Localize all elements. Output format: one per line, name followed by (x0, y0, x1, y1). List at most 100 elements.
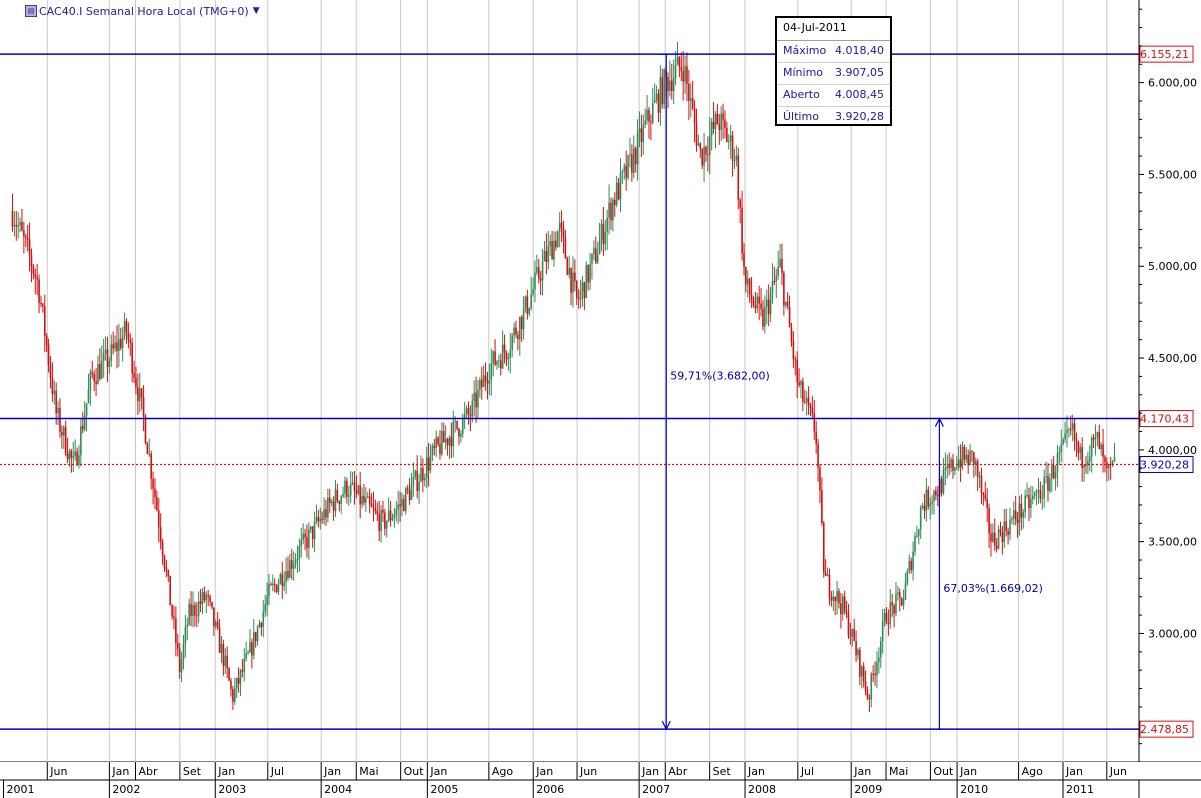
x-month-label: Jan (747, 765, 765, 778)
candle-body (564, 236, 567, 259)
candle-body (197, 601, 200, 616)
candle-body (1083, 465, 1085, 468)
candle-body (1037, 490, 1040, 492)
candle-body (1033, 493, 1036, 496)
candle-body (72, 456, 75, 458)
candle-body (121, 336, 124, 349)
candle-body (359, 485, 361, 505)
candle-body (1092, 437, 1095, 440)
candle-body (351, 482, 354, 484)
candle-body (585, 265, 588, 299)
y-tick-label: 4.000,00 (1148, 444, 1197, 457)
candle-body (859, 649, 861, 677)
candle-body (885, 613, 888, 624)
candle-body (224, 655, 227, 666)
candle-body (21, 222, 23, 231)
candle-body (760, 303, 762, 310)
candle-body (17, 225, 19, 227)
candle-body (220, 644, 223, 653)
candle-body (239, 670, 242, 684)
candle-body (1066, 429, 1068, 434)
candle-body (895, 593, 897, 614)
x-year-label: 2006 (536, 783, 564, 796)
candle-body (87, 389, 90, 404)
data-tooltip-box: 04-Jul-2011 Máximo 4.018,40 Mínimo 3.907… (775, 16, 892, 126)
tooltip-label: Aberto (783, 88, 820, 101)
candle-body (1045, 476, 1047, 478)
candle-body (1020, 503, 1023, 518)
candle-body (524, 296, 527, 309)
candle-body (53, 390, 56, 395)
candle-body (1014, 510, 1017, 520)
candle-body (319, 519, 322, 522)
candle-body (258, 623, 261, 628)
candle-body (469, 414, 472, 417)
tooltip-value: 4.008,45 (835, 88, 884, 101)
candle-body (803, 401, 806, 403)
candle-body (779, 258, 781, 267)
chevron-down-icon[interactable]: ▼ (252, 6, 260, 16)
measurement-label: 59,71%(3.682,00) (670, 370, 770, 383)
candle-body (530, 294, 532, 308)
candle-body (106, 349, 109, 367)
candle-body (724, 119, 726, 128)
candle-body (498, 360, 500, 362)
candle-body (988, 508, 990, 534)
candle-body (883, 613, 886, 621)
candle-body (245, 653, 247, 659)
candle-body (289, 560, 291, 578)
candle-body (68, 451, 71, 460)
candle-body (644, 120, 646, 125)
candle-body (488, 380, 491, 384)
measurement-label: 67,03%(1.669,02) (943, 582, 1043, 595)
candle-body (629, 154, 631, 156)
candle-body (963, 446, 966, 460)
candle-body (575, 281, 578, 299)
candle-body (119, 339, 122, 349)
candle-body (566, 258, 569, 275)
candle-body (615, 182, 618, 206)
candle-body (232, 688, 234, 702)
candle-body (76, 451, 78, 465)
candle-body (327, 497, 329, 518)
candle-body (376, 511, 379, 515)
candle-body (879, 641, 882, 658)
candle-body (710, 121, 713, 136)
candle-body (515, 327, 517, 335)
candle-body (1016, 519, 1019, 523)
candle-body (646, 109, 648, 121)
candle-body (334, 489, 337, 511)
candle-body (836, 591, 838, 602)
candle-body (406, 488, 409, 490)
candle-body (910, 560, 912, 570)
candle-body (897, 592, 899, 594)
candle-body (995, 545, 998, 549)
candle-body (528, 307, 531, 314)
candle-body (777, 266, 779, 276)
candle-body (416, 470, 418, 491)
candle-body (739, 199, 741, 208)
candle-body (513, 327, 515, 336)
candle-body (292, 564, 295, 569)
candle-body (454, 420, 456, 422)
candle-body (992, 532, 994, 542)
candle-body (876, 662, 878, 676)
x-month-label: Jan (217, 765, 235, 778)
candle-body (843, 596, 846, 612)
candle-body (97, 364, 99, 385)
candle-body (752, 300, 755, 306)
y-tick-label: 6.000,00 (1148, 77, 1197, 90)
candle-body (144, 416, 147, 444)
candle-body (355, 490, 358, 494)
candle-body (783, 272, 785, 306)
candle-body (610, 202, 612, 221)
candle-body (731, 135, 734, 161)
candle-body (247, 652, 249, 654)
chart-title-bar[interactable]: ▤ CAC40.I Semanal Hora Local (TMG+0) ▼ (25, 3, 260, 19)
candle-body (163, 555, 166, 568)
candle-body (604, 231, 607, 245)
candle-body (404, 488, 407, 512)
candle-body (1007, 531, 1009, 535)
candle-body (1026, 495, 1028, 497)
